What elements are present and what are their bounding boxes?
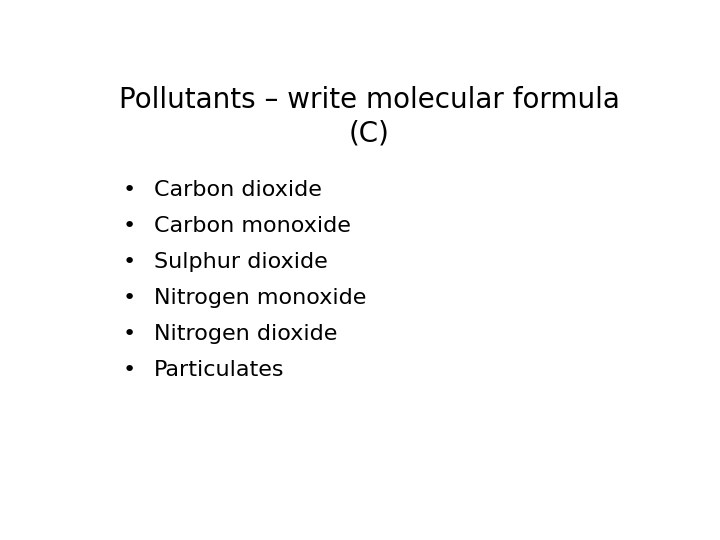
Text: Sulphur dioxide: Sulphur dioxide	[154, 252, 328, 272]
Text: •: •	[122, 360, 135, 380]
Text: •: •	[122, 288, 135, 308]
Text: Carbon dioxide: Carbon dioxide	[154, 179, 322, 200]
Text: Nitrogen monoxide: Nitrogen monoxide	[154, 288, 366, 308]
Text: Pollutants – write molecular formula
(C): Pollutants – write molecular formula (C)	[119, 85, 619, 147]
Text: Nitrogen dioxide: Nitrogen dioxide	[154, 324, 338, 344]
Text: Particulates: Particulates	[154, 360, 284, 380]
Text: •: •	[122, 324, 135, 344]
Text: •: •	[122, 215, 135, 236]
Text: •: •	[122, 179, 135, 200]
Text: •: •	[122, 252, 135, 272]
Text: Carbon monoxide: Carbon monoxide	[154, 215, 351, 236]
